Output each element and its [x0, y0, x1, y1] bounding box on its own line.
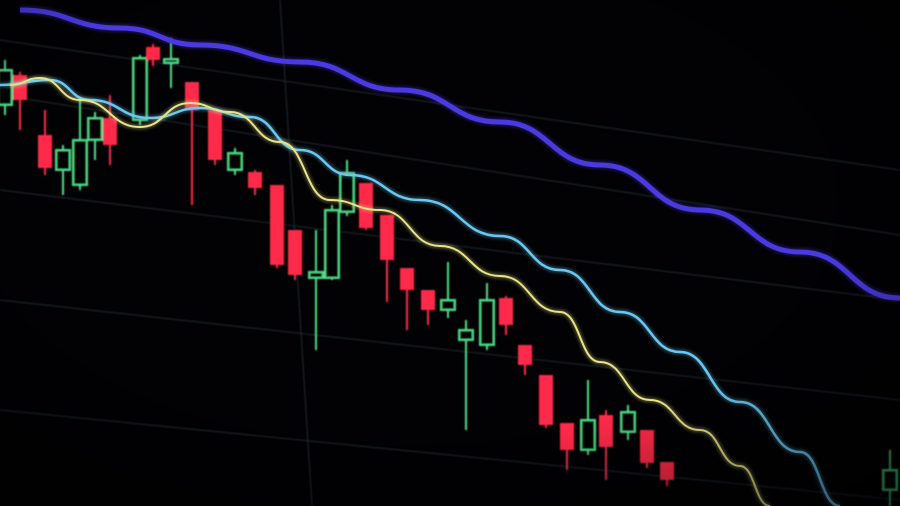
- vignette: [0, 0, 900, 506]
- candlestick-chart-photo: [0, 0, 900, 506]
